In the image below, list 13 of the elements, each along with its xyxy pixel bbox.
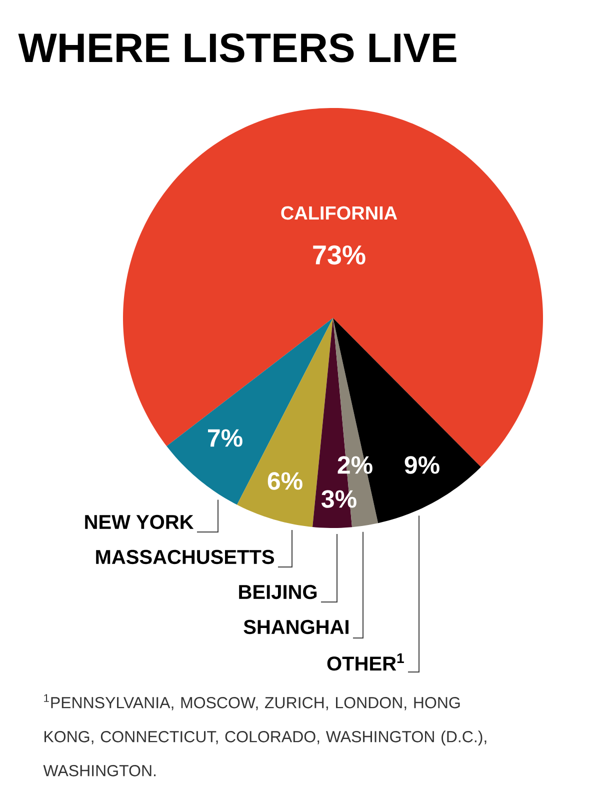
slice-label: CALIFORNIA	[281, 206, 398, 220]
text: $^{1}$PENNSYLVANIA, MOSCOW, ZURICH, LONDON, HONG KONG, CONNECTICUT, COLORADO, WASHINGTON (D.C.), WASHINGTON.	[43, 694, 486, 776]
data-label: 9%	[404, 456, 440, 474]
slice-label: BEIJING	[239, 584, 317, 600]
slice-label: NEW YORK	[85, 514, 194, 530]
data-label: 73%	[313, 245, 366, 265]
data-label: 6%	[268, 472, 302, 490]
data-label: 3%	[322, 490, 356, 508]
data-label: 7%	[208, 429, 242, 447]
slice-label: OTHER$^{1}$	[327, 653, 404, 671]
slice-label: MASSACHUSETTS	[96, 550, 274, 564]
slice-label: SHANGHAI	[244, 620, 348, 634]
chart-title: WHERE LISTERS LIVE	[18, 33, 456, 62]
